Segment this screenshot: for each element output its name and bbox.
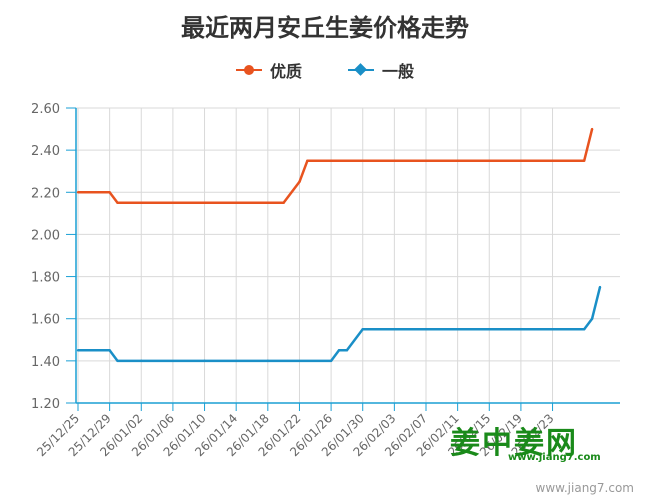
data-point: [76, 349, 80, 352]
data-point: [598, 285, 602, 289]
data-point: [266, 201, 270, 205]
legend-label-premium: 优质: [269, 62, 302, 81]
data-point: [329, 159, 333, 162]
data-point: [203, 359, 206, 363]
data-point: [590, 127, 594, 131]
data-point: [298, 180, 301, 183]
chart-title: 最近两月安丘生姜价格走势: [181, 14, 469, 42]
y-tick-label: 2.00: [31, 228, 60, 243]
data-point: [590, 317, 594, 320]
data-point: [108, 349, 111, 352]
legend-swatch-premium: [235, 64, 262, 75]
data-point: [282, 201, 285, 205]
y-tick-label: 2.40: [31, 144, 60, 159]
data-point: [266, 359, 270, 363]
data-point: [361, 328, 364, 331]
y-tick-label: 1.60: [31, 313, 60, 328]
y-tick-label: 1.80: [31, 271, 60, 286]
data-point: [582, 328, 586, 331]
y-tick-label: 2.20: [31, 186, 60, 201]
data-point: [456, 159, 459, 162]
y-tick-label: 2.60: [31, 102, 60, 117]
watermark-url: www.jiang7.com: [508, 452, 601, 463]
data-point: [393, 159, 396, 162]
data-point: [116, 359, 119, 363]
data-point: [519, 159, 523, 162]
data-point: [551, 328, 554, 331]
legend-item-premium[interactable]: 优质: [235, 58, 302, 82]
data-point: [488, 328, 491, 331]
data-point: [424, 328, 428, 331]
y-tick-label: 1.40: [31, 355, 60, 370]
watermark-brand: 姜中姜网: [450, 426, 578, 461]
data-point: [337, 349, 341, 352]
data-point: [582, 159, 586, 162]
data-point: [306, 159, 309, 162]
legend: 优质 一般: [0, 58, 650, 82]
watermark-logo: 姜中姜网 www.jiang7.com: [450, 418, 601, 463]
series-line-premium: [78, 128, 594, 205]
data-point: [203, 201, 206, 205]
y-tick-label: 1.20: [31, 397, 60, 412]
data-point: [329, 359, 333, 363]
data-point: [345, 349, 349, 352]
legend-item-regular[interactable]: 一般: [348, 58, 414, 82]
legend-label-regular: 一般: [382, 62, 415, 81]
legend-swatch-regular: [348, 62, 374, 76]
data-point: [140, 359, 143, 363]
data-point: [76, 191, 80, 194]
series-line-regular: [78, 286, 602, 363]
data-point: [116, 201, 119, 205]
data-point: [108, 191, 111, 194]
data-point: [140, 201, 143, 205]
source-url: www.jiang7.com: [535, 481, 634, 495]
